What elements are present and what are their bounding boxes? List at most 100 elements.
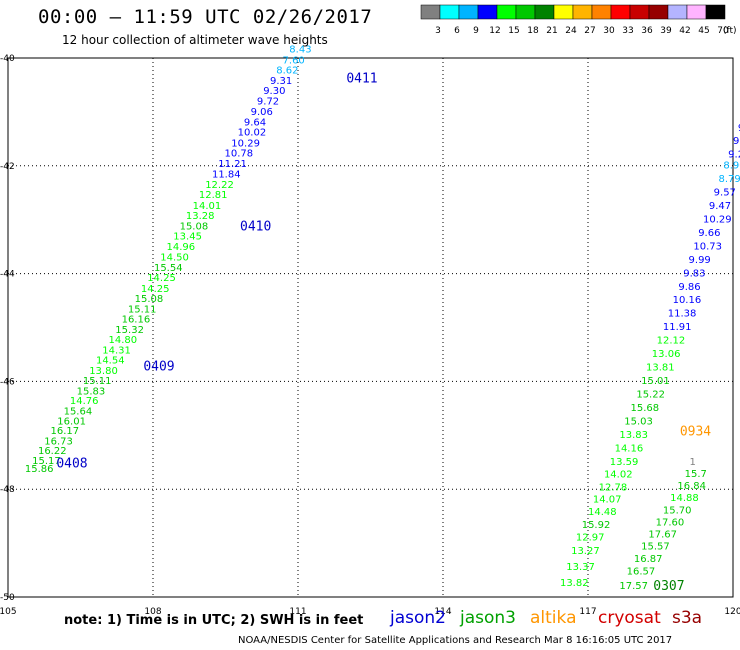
wave-height-value: 15.70 bbox=[663, 505, 692, 516]
tick-labels: 105 108 111 114 117 120 -40 -42 -44 -46 -48 -50 bbox=[0, 54, 740, 617]
wave-height-value: 15.83 bbox=[77, 386, 106, 397]
y-tick-label: -40 bbox=[0, 54, 15, 64]
color-threshold-label: 27 bbox=[584, 26, 595, 36]
wave-height-value: 14.96 bbox=[167, 242, 196, 253]
wave-height-value: 16.01 bbox=[57, 417, 86, 428]
footer-credit: NOAA/NESDIS Center for Satellite Applica… bbox=[238, 635, 673, 646]
color-swatch bbox=[648, 4, 669, 20]
color-threshold-label: 30 bbox=[603, 26, 615, 36]
color-threshold-label: 42 bbox=[679, 26, 690, 36]
chart-title: 00:00 — 11:59 UTC 02/26/2017 bbox=[38, 6, 373, 28]
y-tick-label: -50 bbox=[0, 593, 15, 603]
color-swatch bbox=[458, 4, 479, 20]
pass-number-label: 0410 bbox=[240, 219, 271, 234]
wave-height-value: 15.92 bbox=[582, 520, 611, 531]
wave-height-value: 15.17 bbox=[32, 456, 61, 467]
wave-height-value: 1 bbox=[690, 457, 696, 468]
wave-height-value: 16.84 bbox=[677, 481, 706, 492]
wave-height-value: 9.30 bbox=[263, 86, 285, 97]
wave-height-value: 13.59 bbox=[610, 457, 639, 468]
x-tick-label: 114 bbox=[434, 607, 451, 617]
wave-height-value: 11.84 bbox=[212, 170, 241, 181]
legend-jason2: jason2 bbox=[390, 608, 446, 628]
wave-height-value: 14.31 bbox=[102, 345, 131, 356]
wave-height-value: 8.62 bbox=[276, 66, 298, 77]
color-threshold-label: 36 bbox=[641, 26, 653, 36]
color-threshold-label: 12 bbox=[489, 26, 500, 36]
wave-height-value: 14.88 bbox=[670, 493, 699, 504]
wave-height-value: 14.25 bbox=[147, 273, 176, 284]
wave-height-value: 7.60 bbox=[283, 55, 305, 66]
wave-height-value: 14.48 bbox=[588, 507, 617, 518]
wave-height-value: 15.01 bbox=[641, 376, 670, 387]
wave-height-value: 12.22 bbox=[205, 180, 234, 191]
wave-height-value: 9.72 bbox=[257, 96, 279, 107]
wave-height-value: 12.81 bbox=[199, 190, 228, 201]
color-swatch bbox=[591, 4, 612, 20]
wave-height-value: 9.06 bbox=[251, 107, 273, 118]
wave-height-value: 9.31 bbox=[270, 76, 292, 87]
wave-height-value: 12.97 bbox=[576, 532, 605, 543]
chart-subtitle: 12 hour collection of altimeter wave hei… bbox=[62, 33, 328, 47]
plot-border bbox=[7, 57, 734, 598]
wave-height-value: 17.60 bbox=[656, 517, 685, 528]
legend-jason3: jason3 bbox=[460, 608, 516, 628]
x-tick-label: 111 bbox=[289, 607, 306, 617]
wave-height-value: 16.17 bbox=[51, 426, 80, 437]
wave-height-value: 9.99 bbox=[689, 255, 711, 266]
color-swatch bbox=[439, 4, 460, 20]
wave-height-value: 8.79 bbox=[719, 174, 740, 185]
color-swatch bbox=[534, 4, 555, 20]
pass-number-label: 0411 bbox=[346, 71, 377, 86]
x-tick-label: 105 bbox=[0, 607, 17, 617]
data-points: 15.8615.1716.2216.7316.1716.0115.6414.76… bbox=[25, 45, 740, 592]
wave-height-value: 16.57 bbox=[627, 566, 656, 577]
wave-height-value: 15.68 bbox=[631, 403, 660, 414]
wave-height-value: 11.38 bbox=[668, 309, 697, 320]
wave-height-value: 9.83 bbox=[683, 268, 705, 279]
wave-height-value: 16.16 bbox=[122, 315, 151, 326]
wave-height-value: 15.54 bbox=[154, 263, 183, 274]
wave-height-value: 12.78 bbox=[599, 482, 628, 493]
wave-height-value: 15.86 bbox=[25, 464, 54, 475]
wave-height-value: 12.12 bbox=[657, 336, 686, 347]
wave-height-value: 14.16 bbox=[615, 443, 644, 454]
wave-height-value: 15.32 bbox=[115, 325, 144, 336]
x-tick-label: 117 bbox=[579, 607, 596, 617]
wave-height-value: 13.27 bbox=[571, 546, 600, 557]
wave-height-value: 10.29 bbox=[703, 214, 732, 225]
wave-height-value: 9.86 bbox=[678, 282, 700, 293]
wave-height-value: 11.21 bbox=[218, 159, 247, 170]
plot-frame bbox=[7, 57, 734, 598]
color-threshold-label: 15 bbox=[508, 26, 519, 36]
wave-height-value: 13.83 bbox=[619, 430, 648, 441]
color-swatch bbox=[572, 4, 593, 20]
y-tick-label: -46 bbox=[0, 377, 15, 387]
pass-number-label: 0409 bbox=[143, 360, 174, 375]
wave-height-value: 8.90 bbox=[723, 160, 740, 171]
color-threshold-label: 9 bbox=[473, 26, 479, 36]
y-tick-label: -42 bbox=[0, 162, 15, 172]
wave-height-value: 9.66 bbox=[698, 228, 720, 239]
wave-height-value: 8.43 bbox=[289, 45, 311, 56]
color-threshold-label: 21 bbox=[546, 26, 557, 36]
color-swatch bbox=[553, 4, 574, 20]
wave-height-value: 14.76 bbox=[70, 396, 99, 407]
color-swatch bbox=[629, 4, 650, 20]
y-tick-label: -48 bbox=[0, 485, 15, 495]
wave-height-value: 17.67 bbox=[648, 530, 677, 541]
color-scale: 3 6 9 12 15 18 21 24 27 30 33 36 39 42 45 70(ft) bbox=[420, 4, 737, 36]
color-swatch bbox=[610, 4, 631, 20]
wave-height-value: 10.73 bbox=[693, 241, 722, 252]
legend-s3a: s3a bbox=[672, 608, 703, 628]
wave-height-value: 14.02 bbox=[604, 469, 633, 480]
wave-height-value: 9.27 bbox=[728, 150, 740, 161]
legend-cryosat: cryosat bbox=[598, 608, 661, 628]
wave-height-value: 15.7 bbox=[685, 469, 707, 480]
pass-number-label: 0408 bbox=[56, 457, 87, 472]
wave-height-value: 16.22 bbox=[38, 446, 67, 457]
color-threshold-label: 24 bbox=[565, 26, 577, 36]
wave-height-value: 13.28 bbox=[186, 211, 215, 222]
footer-note: note: 1) Time is in UTC; 2) SWH is in fe… bbox=[64, 613, 364, 628]
